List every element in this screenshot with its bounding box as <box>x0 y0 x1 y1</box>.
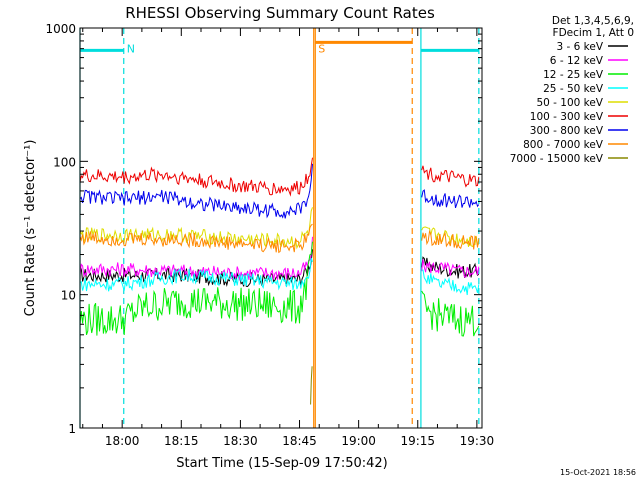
axes: 1 10 100 1000 18:00 18:15 18:30 18:45 19:00 19:15… <box>45 22 494 448</box>
series-segment <box>79 223 313 254</box>
series-segment <box>79 157 313 197</box>
series-segment <box>421 165 480 188</box>
series-segment <box>421 230 480 250</box>
annotation-label: N <box>127 43 135 56</box>
x-axis-label: Start Time (15-Sep-09 17:50:42) <box>176 456 387 471</box>
series-segment <box>79 241 313 336</box>
x-tick-label: 18:15 <box>164 434 199 448</box>
series-6-12-keV-line <box>79 236 480 281</box>
legend-label: 7000 - 15000 keV <box>510 153 604 165</box>
y-tick-label: 1000 <box>45 22 76 36</box>
series-segment <box>79 163 313 219</box>
x-tick-label: 18:00 <box>105 434 140 448</box>
series-segment <box>79 257 313 292</box>
legend-label: 3 - 6 keV <box>556 41 603 53</box>
series-segment <box>79 236 313 281</box>
series-segment <box>421 189 480 209</box>
series-3-6-keV-line <box>79 249 480 288</box>
legend-label: 6 - 12 keV <box>550 55 604 67</box>
footer-date: 15-Oct-2021 18:56 <box>560 468 636 477</box>
plot-frame <box>79 27 483 429</box>
x-tick-label: 18:45 <box>282 434 317 448</box>
x-tick-label: 19:00 <box>341 434 376 448</box>
series-7000-15000-keV-line <box>310 366 313 405</box>
y-tick-label: 1 <box>68 422 76 436</box>
legend-label: 100 - 300 keV <box>530 111 604 123</box>
legend: Det 1,3,4,5,6,9,FDecim 1, Att 0 3 - 6 keV… <box>510 15 634 165</box>
chart-title: RHESSI Observing Summary Count Rates <box>125 4 435 22</box>
y-tick-label: 100 <box>53 155 76 169</box>
legend-label: 800 - 7000 keV <box>523 139 604 151</box>
legend-label: 12 - 25 keV <box>543 69 604 81</box>
legend-label: 50 - 100 keV <box>536 97 603 109</box>
series-segment <box>79 207 313 250</box>
legend-header: FDecim 1, Att 0 <box>553 27 634 39</box>
series-100-300-keV-line <box>79 157 480 197</box>
legend-header: Det 1,3,4,5,6,9, <box>552 15 634 27</box>
y-axis-label: Count Rate (s⁻¹ detector⁻¹) <box>23 140 38 317</box>
x-tick-label: 18:30 <box>223 434 258 448</box>
y-tick-label: 10 <box>61 289 76 303</box>
series-segment <box>421 259 480 278</box>
annotation-label: S <box>318 43 325 56</box>
x-tick-label: 19:30 <box>460 434 495 448</box>
legend-label: 25 - 50 keV <box>543 83 604 95</box>
series-segment <box>79 249 313 288</box>
series-segment <box>421 269 480 296</box>
series-12-25-keV-line <box>79 241 480 337</box>
series-segment <box>421 290 480 337</box>
series-segment <box>421 256 480 279</box>
series-25-50-keV-line <box>79 257 480 296</box>
legend-label: 300 - 800 keV <box>530 125 604 137</box>
series-800-7000-keV-line <box>79 223 480 254</box>
series-300-800-keV-line <box>79 163 480 219</box>
series-segment <box>310 366 313 405</box>
x-tick-label: 19:15 <box>400 434 435 448</box>
